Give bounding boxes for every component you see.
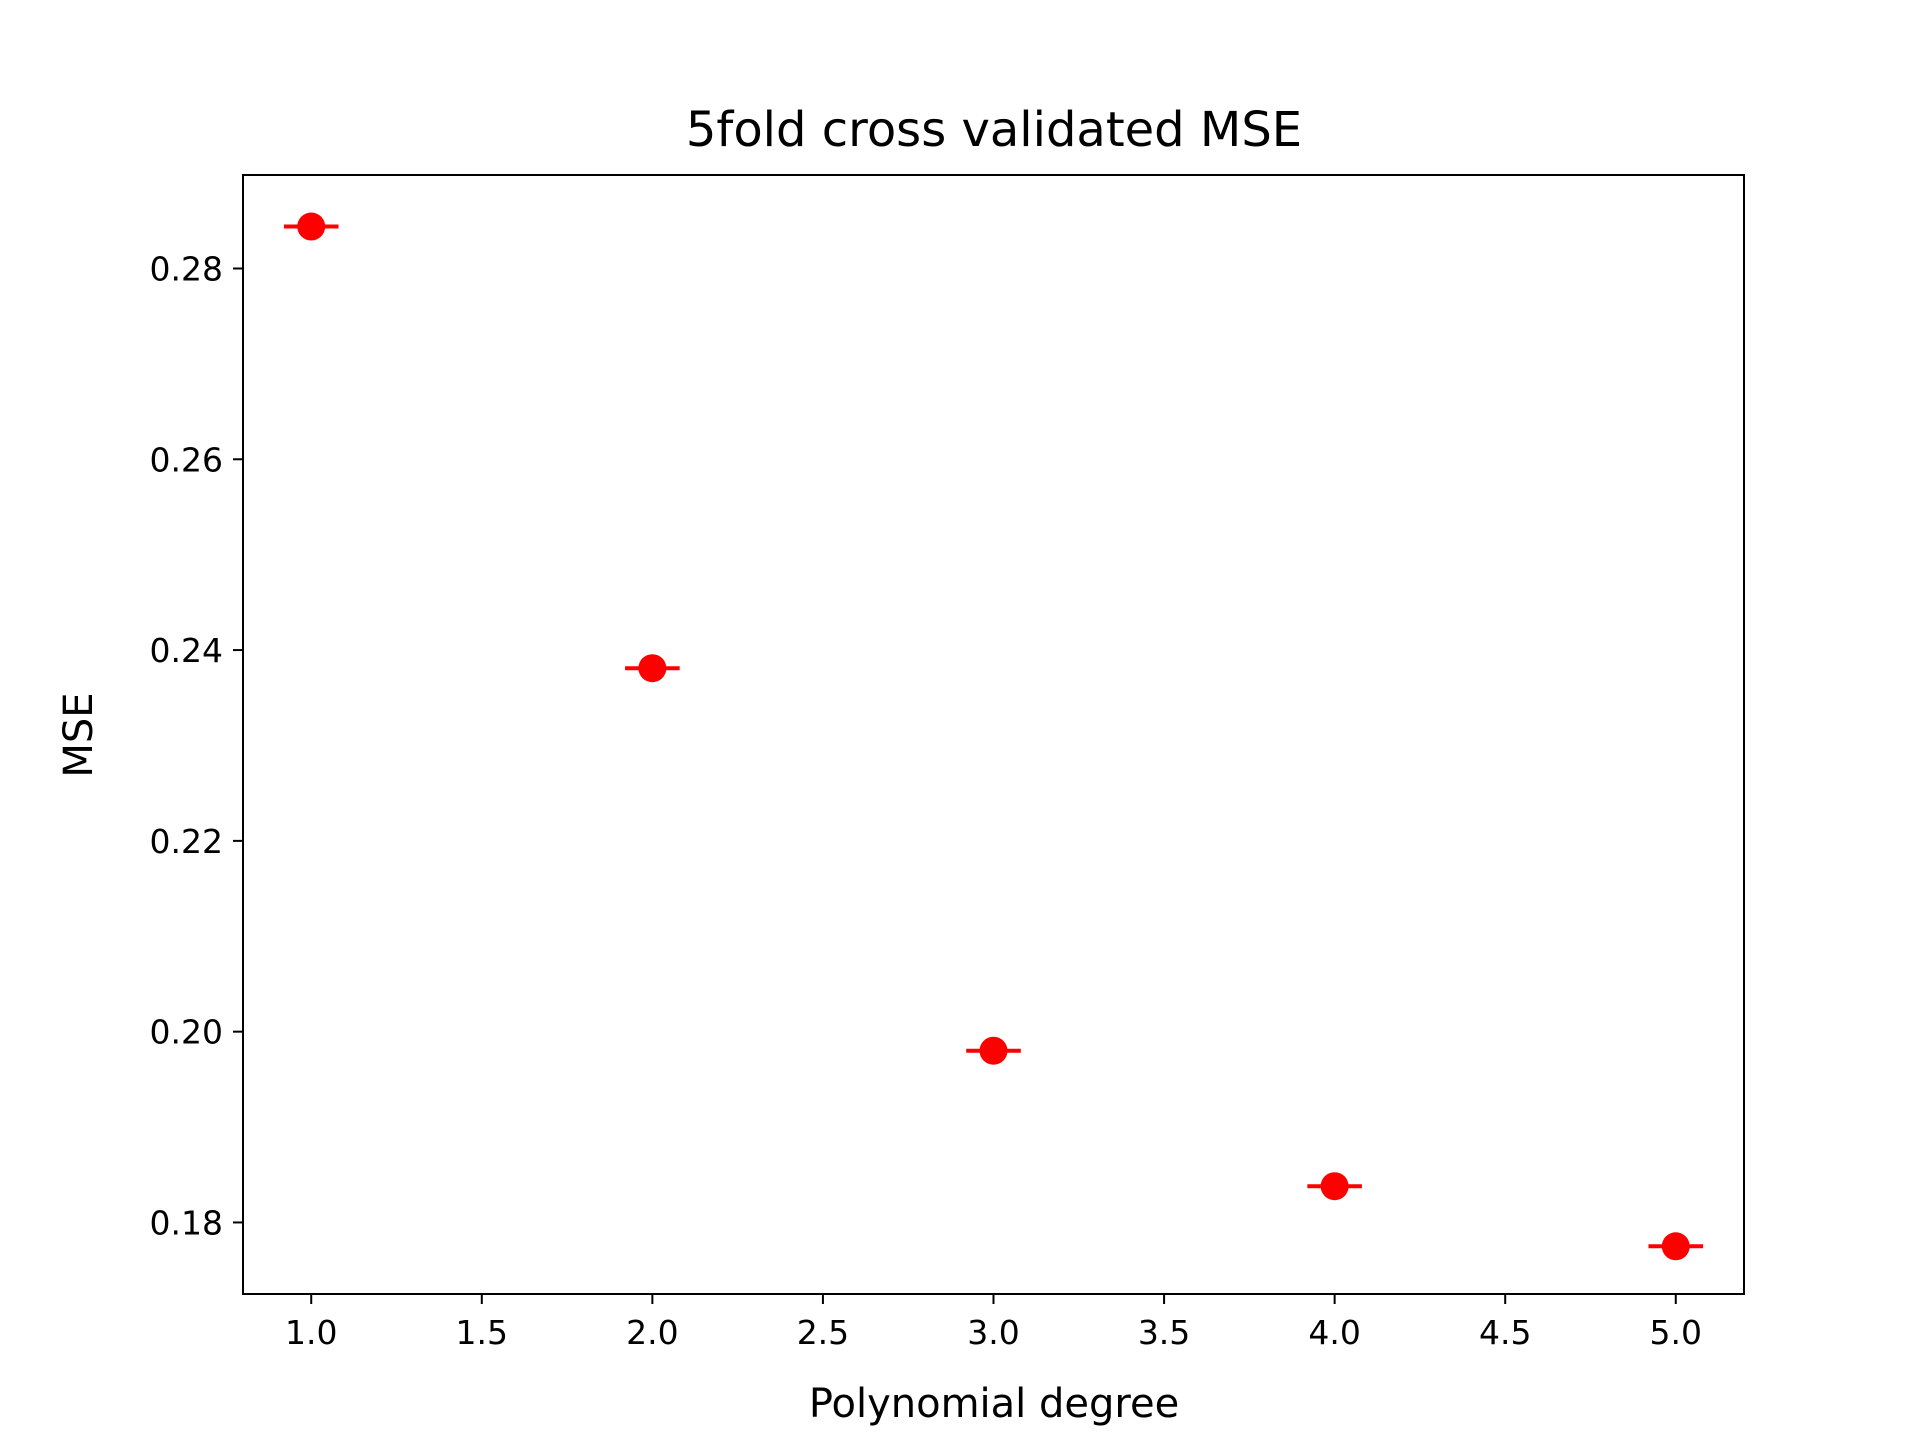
y-tick-label: 0.24 — [150, 631, 223, 670]
x-tick-label: 3.0 — [967, 1313, 1019, 1352]
data-point — [297, 212, 326, 241]
x-tick-label: 3.5 — [1138, 1313, 1190, 1352]
y-tick-label: 0.18 — [150, 1203, 223, 1242]
y-tick-label: 0.22 — [150, 822, 223, 861]
x-tick-label: 5.0 — [1650, 1313, 1702, 1352]
data-point — [979, 1036, 1008, 1065]
x-axis-label: Polynomial degree — [809, 1381, 1179, 1427]
plot-frame — [242, 174, 1745, 1295]
x-tick-label: 4.0 — [1308, 1313, 1360, 1352]
data-point — [1661, 1232, 1690, 1261]
x-tick-label: 2.0 — [626, 1313, 678, 1352]
y-axis-label: MSE — [56, 692, 102, 777]
x-axis-ticks: 1.0 1.5 2.0 2.5 3.0 3.5 4.0 4.5 5.0 — [285, 1294, 1702, 1352]
y-tick-label: 0.28 — [150, 249, 223, 288]
data-point — [1320, 1172, 1349, 1201]
y-tick-label: 0.26 — [150, 440, 223, 479]
data-point — [638, 654, 667, 683]
data-points — [297, 212, 1690, 1261]
x-tick-label: 4.5 — [1479, 1313, 1531, 1352]
y-axis-ticks: 0.18 0.20 0.22 0.24 0.26 0.28 — [150, 249, 243, 1242]
x-tick-label: 1.5 — [456, 1313, 508, 1352]
x-tick-label: 2.5 — [797, 1313, 849, 1352]
x-tick-label: 1.0 — [285, 1313, 337, 1352]
chart-title: 5fold cross validated MSE — [686, 102, 1302, 158]
y-tick-label: 0.20 — [150, 1013, 223, 1052]
